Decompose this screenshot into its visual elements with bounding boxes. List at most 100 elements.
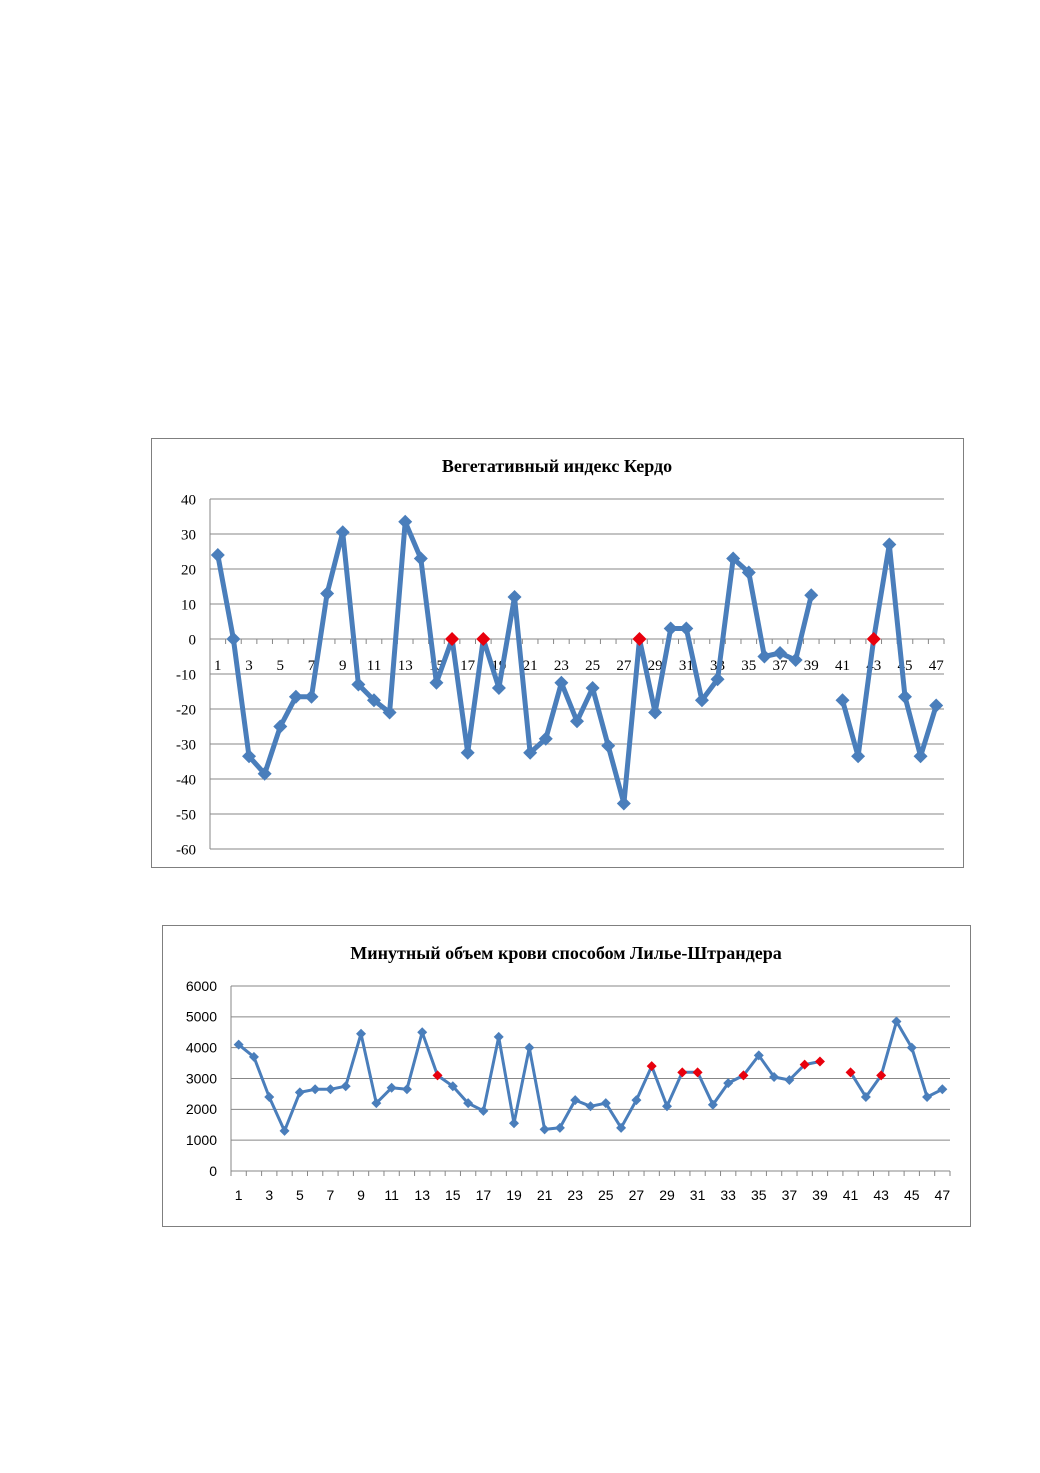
x-tick-label: 37 xyxy=(782,1187,798,1203)
data-point xyxy=(264,1092,275,1102)
x-tick-label: 35 xyxy=(741,658,756,674)
y-tick-label: 6000 xyxy=(186,978,217,994)
series-line xyxy=(840,542,939,759)
data-point xyxy=(257,766,272,781)
data-point xyxy=(897,689,912,704)
data-point xyxy=(663,621,678,636)
data-point xyxy=(491,681,506,695)
data-point xyxy=(371,1098,382,1109)
x-tick-label: 31 xyxy=(690,1187,706,1203)
x-tick-label: 1 xyxy=(235,1187,243,1203)
data-point xyxy=(366,693,381,708)
chart-title: Вегетативный индекс Кердо xyxy=(442,456,672,476)
y-tick-label: -40 xyxy=(176,772,196,788)
y-tick-label: -60 xyxy=(176,842,196,858)
y-tick-label: 20 xyxy=(181,562,196,578)
data-point xyxy=(891,1016,902,1027)
data-point xyxy=(447,1081,458,1092)
data-point xyxy=(773,646,788,660)
data-point xyxy=(233,1039,244,1050)
data-point xyxy=(631,1095,642,1106)
x-tick-label: 13 xyxy=(398,658,413,674)
y-tick-label: 3000 xyxy=(186,1070,217,1086)
y-tick-label: -20 xyxy=(176,702,196,718)
data-point xyxy=(273,719,288,734)
data-point xyxy=(570,1095,581,1106)
data-point xyxy=(616,796,631,811)
y-tick-label: -10 xyxy=(176,667,196,683)
x-tick-label: 17 xyxy=(476,1187,492,1203)
x-tick-label: 1 xyxy=(214,658,222,674)
data-point xyxy=(279,1125,290,1136)
data-point xyxy=(524,1042,535,1053)
data-point xyxy=(539,1124,550,1135)
data-point xyxy=(882,537,897,552)
x-tick-label: 37 xyxy=(773,658,789,674)
x-tick-label: 19 xyxy=(506,1187,522,1203)
data-point xyxy=(710,672,725,687)
highlighted-data-point xyxy=(814,1056,825,1067)
data-point xyxy=(694,693,709,708)
highlighted-data-point xyxy=(876,1070,887,1081)
data-point xyxy=(769,1071,780,1082)
data-point xyxy=(294,1087,305,1098)
data-point xyxy=(351,677,366,692)
data-point xyxy=(570,714,584,729)
data-point xyxy=(463,1098,474,1109)
data-point xyxy=(335,525,350,540)
x-tick-label: 39 xyxy=(804,658,819,674)
data-point xyxy=(937,1084,948,1095)
highlighted-data-point xyxy=(646,1061,657,1072)
x-tick-label: 35 xyxy=(751,1187,767,1203)
x-tick-label: 3 xyxy=(245,658,253,674)
x-tick-label: 23 xyxy=(554,658,569,674)
data-point xyxy=(804,588,819,603)
data-point xyxy=(325,1084,336,1095)
data-point xyxy=(382,705,397,720)
data-point xyxy=(493,1031,504,1042)
x-tick-label: 25 xyxy=(598,1187,614,1203)
x-tick-label: 5 xyxy=(277,658,285,674)
x-tick-label: 41 xyxy=(843,1187,859,1203)
highlighted-data-point xyxy=(432,1070,443,1081)
x-tick-label: 5 xyxy=(296,1187,304,1203)
data-point xyxy=(851,749,866,764)
data-point xyxy=(913,749,928,764)
y-tick-label: 30 xyxy=(181,527,196,543)
highlighted-data-point xyxy=(866,632,881,646)
data-point xyxy=(585,1101,596,1112)
y-tick-label: 40 xyxy=(181,492,196,508)
data-point xyxy=(601,738,616,753)
x-tick-label: 9 xyxy=(339,658,347,674)
data-point xyxy=(310,1084,321,1095)
data-point xyxy=(226,632,241,646)
x-tick-label: 39 xyxy=(812,1187,828,1203)
data-point xyxy=(242,749,257,764)
x-tick-label: 29 xyxy=(648,658,663,674)
highlighted-data-point xyxy=(845,1067,856,1078)
data-point xyxy=(554,675,569,690)
highlighted-data-point xyxy=(692,1067,703,1078)
data-point xyxy=(726,551,741,566)
data-point xyxy=(554,1122,565,1133)
x-tick-label: 3 xyxy=(265,1187,273,1203)
y-tick-label: 2000 xyxy=(186,1101,217,1117)
data-point xyxy=(386,1082,397,1093)
kerdo-index-chart: Вегетативный индекс Кердо 40 30 20 10 0 -10 -2… xyxy=(151,438,964,868)
highlighted-data-point xyxy=(632,632,647,646)
data-point xyxy=(429,675,444,690)
kerdo-index-plot: Вегетативный индекс Кердо 40 30 20 10 0 -10 -2… xyxy=(176,456,945,858)
data-point xyxy=(248,1051,259,1062)
y-tick-label: -50 xyxy=(176,807,196,823)
data-point xyxy=(478,1105,489,1116)
data-point xyxy=(707,1099,718,1110)
y-tick-label: 0 xyxy=(189,632,197,648)
x-tick-label: 29 xyxy=(659,1187,675,1203)
data-point xyxy=(340,1081,351,1092)
highlighted-data-point xyxy=(799,1059,810,1070)
highlighted-data-point xyxy=(738,1070,749,1081)
x-tick-label: 33 xyxy=(720,1187,736,1203)
data-point xyxy=(753,1050,764,1061)
x-tick-label: 17 xyxy=(460,658,476,674)
x-tick-label: 11 xyxy=(367,658,381,674)
